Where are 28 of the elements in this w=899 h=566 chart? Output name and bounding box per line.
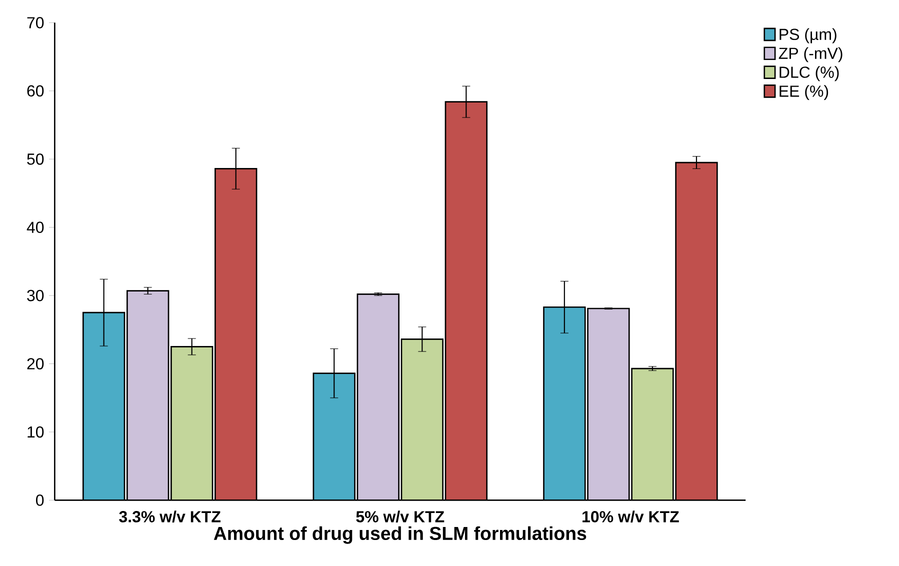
legend-label: PS (µm) (780, 28, 836, 44)
y-tick-label: 10 (28, 426, 44, 438)
bar (171, 346, 213, 500)
bar (313, 374, 355, 500)
bar (543, 306, 586, 500)
x-tick-label: 5% w/v KTZ (356, 510, 444, 523)
bar (127, 290, 169, 500)
y-tick-label: 20 (27, 358, 44, 370)
y-tick-label: 0 (36, 494, 44, 506)
bar (83, 312, 124, 500)
y-tick-label: 30 (27, 290, 44, 302)
bar (446, 102, 487, 500)
legend-label: DLC (%) (780, 66, 839, 82)
bar (675, 162, 718, 500)
bar (215, 168, 257, 500)
bar (587, 308, 630, 500)
y-tick-label: 50 (27, 154, 44, 165)
x-tick-label: 10% w/v KTZ (582, 510, 679, 523)
y-tick-label: 40 (26, 222, 44, 234)
bar (401, 339, 443, 500)
legend-label: EE (%) (780, 85, 828, 100)
bar (357, 294, 399, 500)
y-tick-label: 60 (27, 85, 44, 97)
x-axis-title: Amount of drug used in SLM formulations (214, 526, 586, 544)
y-tick-label: 70 (27, 17, 44, 29)
x-tick-label: 3.3% w/v KTZ (119, 510, 221, 523)
legend-label: ZP (-mV) (778, 47, 842, 62)
bar (631, 368, 674, 500)
